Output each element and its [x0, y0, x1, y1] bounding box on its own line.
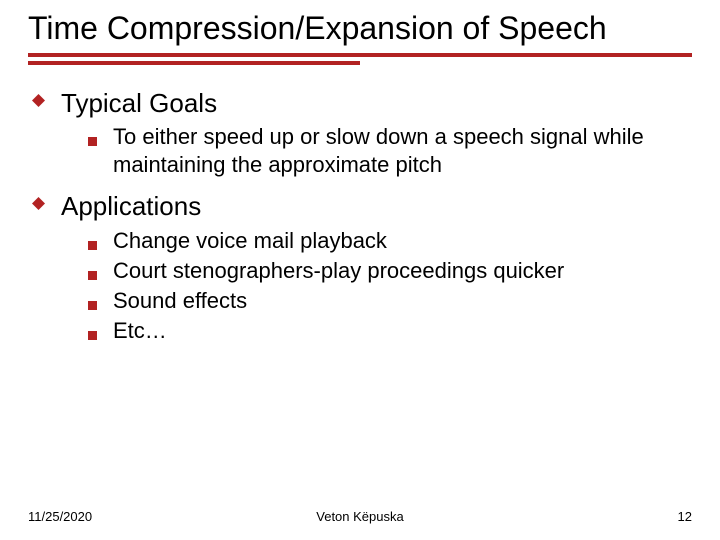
title-rule-bottom: [28, 61, 360, 65]
slide: Time Compression/Expansion of Speech Typ…: [0, 0, 720, 540]
square-bullet-icon: [88, 133, 97, 151]
section-heading: Applications: [32, 190, 692, 223]
footer-date: 11/25/2020: [28, 509, 92, 524]
diamond-bullet-icon: [32, 197, 45, 215]
slide-title: Time Compression/Expansion of Speech: [28, 10, 692, 47]
square-bullet-icon: [88, 327, 97, 345]
list-item-text: Etc…: [113, 317, 167, 345]
list-item: Court stenographers-play proceedings qui…: [88, 257, 692, 285]
section-items: Change voice mail playback Court stenogr…: [32, 227, 692, 345]
list-item: Etc…: [88, 317, 692, 345]
list-item-text: Change voice mail playback: [113, 227, 387, 255]
square-bullet-icon: [88, 237, 97, 255]
list-item-text: Court stenographers-play proceedings qui…: [113, 257, 564, 285]
section-heading: Typical Goals: [32, 87, 692, 120]
list-item: Change voice mail playback: [88, 227, 692, 255]
section-heading-text: Typical Goals: [61, 87, 217, 120]
title-rule: [28, 53, 692, 65]
square-bullet-icon: [88, 267, 97, 285]
title-rule-top: [28, 53, 692, 57]
list-item-text: To either speed up or slow down a speech…: [113, 123, 692, 178]
section-items: To either speed up or slow down a speech…: [32, 123, 692, 178]
slide-footer: 11/25/2020 Veton Këpuska 12: [28, 509, 692, 524]
list-item: To either speed up or slow down a speech…: [88, 123, 692, 178]
square-bullet-icon: [88, 297, 97, 315]
list-item: Sound effects: [88, 287, 692, 315]
list-item-text: Sound effects: [113, 287, 247, 315]
section-heading-text: Applications: [61, 190, 201, 223]
footer-page-number: 12: [678, 509, 692, 524]
slide-content: Typical Goals To either speed up or slow…: [28, 87, 692, 345]
footer-author: Veton Këpuska: [316, 509, 403, 524]
diamond-bullet-icon: [32, 94, 45, 112]
